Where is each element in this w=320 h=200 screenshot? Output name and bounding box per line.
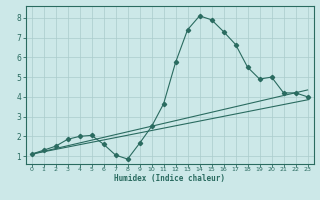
- X-axis label: Humidex (Indice chaleur): Humidex (Indice chaleur): [114, 174, 225, 183]
